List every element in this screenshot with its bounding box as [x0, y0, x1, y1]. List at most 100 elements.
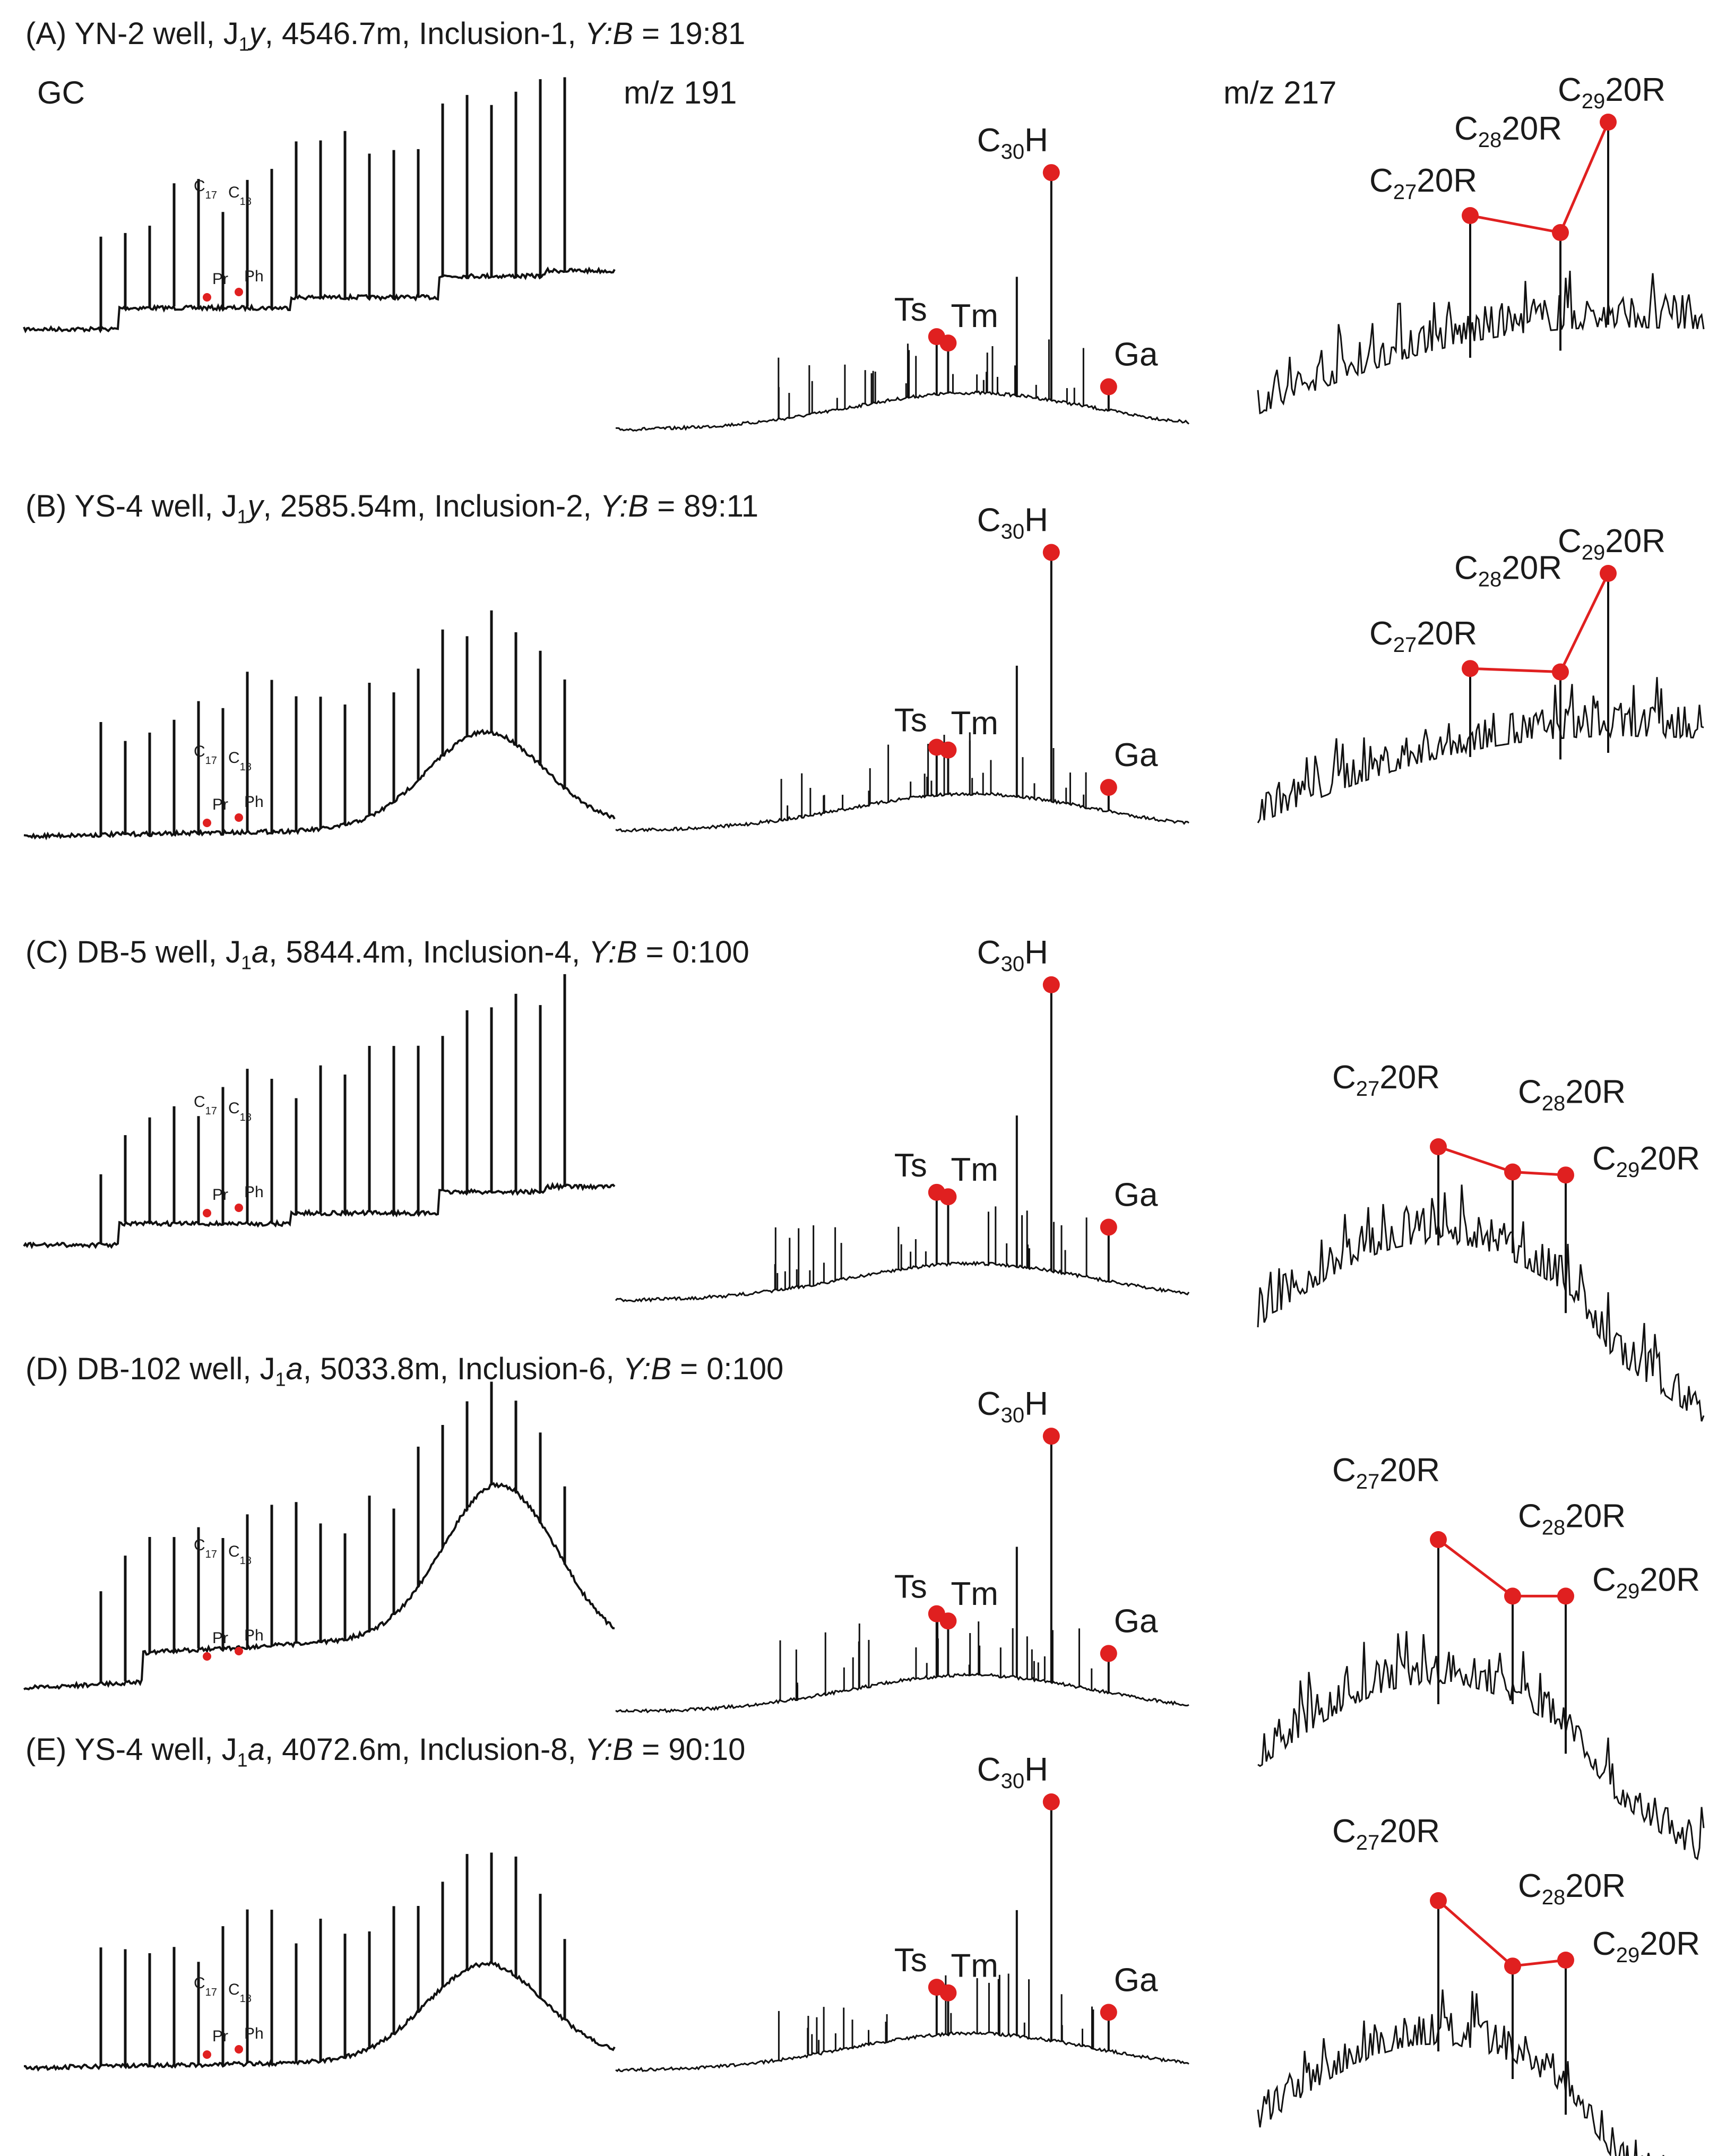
c17-label: C17	[194, 1093, 217, 1117]
panel-title-a: (A) YN-2 well, J1y, 4546.7m, Inclusion-1…	[25, 16, 746, 55]
c30h-marker	[1042, 1793, 1060, 1810]
pr-label: Pr	[212, 270, 228, 288]
mz191-fragmentogram: C30H Ts Tm Ga	[615, 1751, 1189, 2073]
c30h-marker	[1042, 976, 1060, 993]
c27-20r-marker	[1462, 207, 1479, 224]
pr-marker	[203, 2050, 211, 2059]
ga-label: Ga	[1114, 737, 1158, 774]
c28-20r-marker	[1552, 224, 1569, 241]
ph-marker	[235, 813, 243, 822]
panel-title-d: (D) DB-102 well, J1a, 5033.8m, Inclusion…	[25, 1352, 784, 1390]
c28-20r-label: C2820R	[1518, 1868, 1626, 1909]
ph-label: Ph	[244, 793, 264, 811]
mz191-fragmentogram: C30H Ts Tm Ga	[615, 934, 1190, 1303]
tm-label: Tm	[951, 1576, 998, 1612]
ga-label: Ga	[1114, 337, 1158, 373]
c17-label: C17	[194, 177, 217, 201]
sterane-connector	[1437, 1539, 1566, 1597]
c28-20r-label: C2820R	[1518, 1074, 1626, 1115]
ph-label: Ph	[244, 268, 264, 285]
tm-label: Tm	[951, 1152, 998, 1188]
pr-label: Pr	[212, 2028, 228, 2045]
panel-c: C17 C18 Pr Ph C30H Ts Tm Ga C2720R C2820R C2920R	[23, 934, 1705, 1422]
ga-marker	[1100, 1218, 1117, 1236]
gc-baseline	[23, 1961, 616, 2072]
mz217-trace	[1257, 1631, 1705, 1860]
pr-label: Pr	[212, 1629, 228, 1647]
gc-chromatogram: C17 C18 Pr Ph	[23, 974, 616, 1249]
c18-label: C18	[228, 184, 252, 208]
c29-20r-marker	[1600, 114, 1617, 131]
c27-20r-marker	[1430, 1531, 1447, 1548]
c29-20r-label: C2920R	[1592, 1561, 1700, 1603]
c30h-marker	[1042, 1428, 1060, 1445]
ga-label: Ga	[1114, 1176, 1158, 1213]
ph-label: Ph	[244, 1183, 264, 1201]
ts-label: Ts	[894, 1569, 927, 1605]
mz191-fragmentogram: C30H Ts Tm Ga	[615, 502, 1189, 833]
gc-chromatogram: C17 C18 Pr Ph	[23, 610, 616, 840]
c28-20r-marker	[1504, 1587, 1521, 1605]
ts-label: Ts	[894, 291, 927, 328]
c17-label: C17	[194, 1536, 217, 1560]
mz191-baseline	[615, 1672, 1189, 1714]
c17-label: C17	[194, 1974, 217, 1998]
c27-20r-marker	[1462, 660, 1479, 677]
pr-marker	[203, 1209, 211, 1217]
tm-marker	[939, 1612, 957, 1630]
tm-label: Tm	[951, 298, 998, 334]
gc-baseline	[23, 1182, 616, 1249]
sterane-connector	[1437, 1900, 1566, 1968]
column-header-gc: GC	[37, 75, 85, 110]
c28-20r-label: C2820R	[1454, 110, 1562, 152]
c18-label: C18	[228, 749, 252, 773]
mz191-fragmentogram: C30H Ts Tm Ga	[615, 122, 1189, 432]
pr-label: Pr	[212, 796, 228, 813]
c30h-marker	[1042, 544, 1060, 561]
c18-label: C18	[228, 1543, 252, 1567]
panel-title-e: (E) YS-4 well, J1a, 4072.6m, Inclusion-8…	[25, 1732, 746, 1771]
tm-label: Tm	[951, 1948, 998, 1985]
c17-label: C17	[194, 743, 217, 767]
tm-marker	[939, 334, 957, 352]
ph-label: Ph	[244, 2025, 264, 2042]
c27-20r-label: C2720R	[1369, 162, 1477, 204]
c18-label: C18	[228, 1981, 252, 2005]
ph-marker	[235, 288, 243, 296]
mz191-baseline	[615, 1260, 1190, 1303]
ga-label: Ga	[1114, 1603, 1158, 1639]
mz191-baseline	[615, 791, 1189, 833]
c27-20r-label: C2720R	[1332, 1452, 1440, 1493]
c27-20r-marker	[1430, 1138, 1447, 1155]
c29-20r-label: C2920R	[1558, 72, 1665, 113]
panel-title-c: (C) DB-5 well, J1a, 5844.4m, Inclusion-4…	[25, 935, 749, 974]
mz191-baseline	[615, 390, 1189, 432]
c30h-label: C30H	[977, 934, 1048, 976]
panel-title-b: (B) YS-4 well, J1y, 2585.54m, Inclusion-…	[25, 489, 759, 528]
column-header-m191: m/z 191	[624, 75, 737, 110]
ts-label: Ts	[894, 1147, 927, 1184]
ts-label: Ts	[894, 702, 927, 739]
ga-marker	[1100, 779, 1117, 796]
c29-20r-label: C2920R	[1558, 523, 1665, 564]
panel-e: C17 C18 Pr Ph C30H Ts Tm Ga C2720R C2820R C2920R	[23, 1751, 1700, 2156]
c29-20r-marker	[1557, 1587, 1574, 1605]
ph-marker	[235, 2045, 243, 2054]
mz217-trace	[1257, 677, 1704, 823]
c18-label: C18	[228, 1100, 252, 1123]
sterane-connector	[1438, 1145, 1566, 1176]
c28-20r-marker	[1552, 663, 1569, 681]
c29-20r-marker	[1557, 1166, 1574, 1184]
gc-chromatogram: C17 C18 Pr Ph	[23, 1381, 615, 1691]
tm-label: Tm	[951, 705, 998, 742]
column-header-m217: m/z 217	[1223, 75, 1337, 110]
ph-marker	[235, 1204, 243, 1212]
c27-20r-label: C2720R	[1332, 1059, 1440, 1101]
c29-20r-label: C2920R	[1592, 1140, 1700, 1182]
c28-20r-marker	[1504, 1163, 1521, 1181]
c30h-marker	[1042, 164, 1060, 182]
